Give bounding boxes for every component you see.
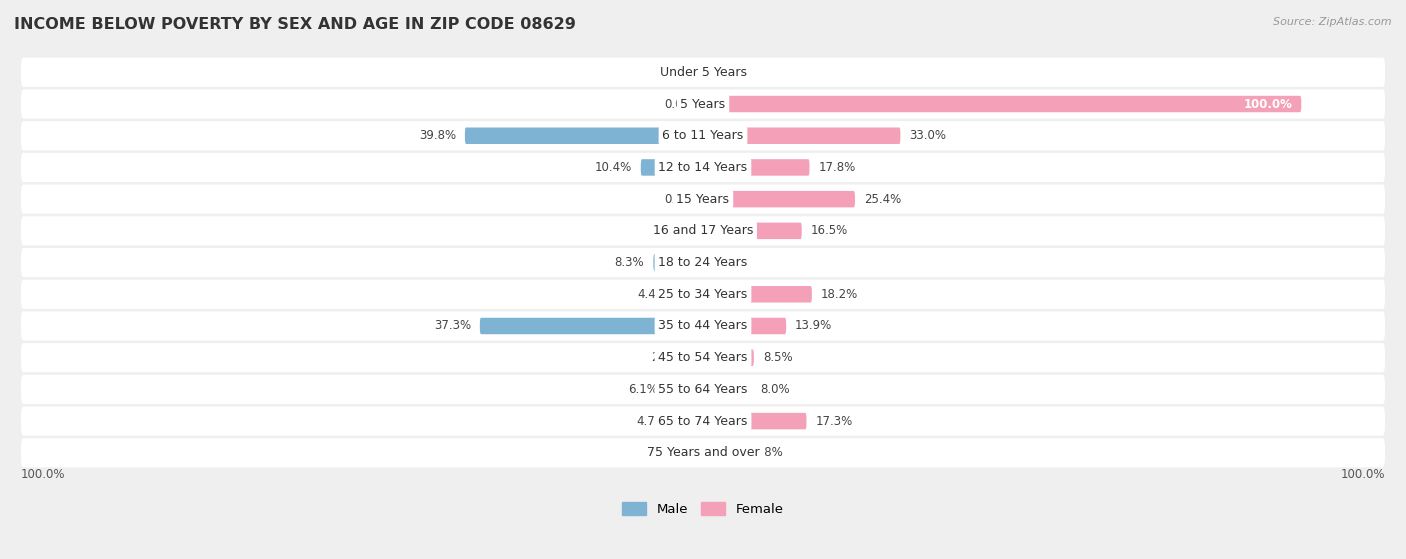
FancyBboxPatch shape bbox=[21, 406, 1385, 435]
Text: 15 Years: 15 Years bbox=[676, 193, 730, 206]
Text: 25 to 34 Years: 25 to 34 Years bbox=[658, 288, 748, 301]
FancyBboxPatch shape bbox=[21, 343, 1385, 372]
FancyBboxPatch shape bbox=[703, 318, 786, 334]
FancyBboxPatch shape bbox=[21, 153, 1385, 182]
FancyBboxPatch shape bbox=[675, 413, 703, 429]
Text: 55 to 64 Years: 55 to 64 Years bbox=[658, 383, 748, 396]
Text: 2.1%: 2.1% bbox=[651, 351, 682, 364]
Text: 8.5%: 8.5% bbox=[763, 351, 793, 364]
Text: 25.4%: 25.4% bbox=[863, 193, 901, 206]
FancyBboxPatch shape bbox=[21, 89, 1385, 119]
Text: 5 Years: 5 Years bbox=[681, 97, 725, 111]
Text: 39.8%: 39.8% bbox=[419, 129, 456, 142]
FancyBboxPatch shape bbox=[21, 280, 1385, 309]
FancyBboxPatch shape bbox=[703, 413, 807, 429]
FancyBboxPatch shape bbox=[21, 184, 1385, 214]
Text: 10.4%: 10.4% bbox=[595, 161, 631, 174]
FancyBboxPatch shape bbox=[21, 216, 1385, 245]
FancyBboxPatch shape bbox=[690, 349, 703, 366]
FancyBboxPatch shape bbox=[21, 311, 1385, 340]
Legend: Male, Female: Male, Female bbox=[617, 496, 789, 522]
Text: 8.0%: 8.0% bbox=[759, 383, 789, 396]
Text: 100.0%: 100.0% bbox=[1243, 97, 1292, 111]
Text: 0.0%: 0.0% bbox=[711, 256, 741, 269]
Text: 0.0%: 0.0% bbox=[665, 446, 695, 459]
FancyBboxPatch shape bbox=[703, 159, 810, 176]
FancyBboxPatch shape bbox=[21, 248, 1385, 277]
FancyBboxPatch shape bbox=[703, 96, 1302, 112]
FancyBboxPatch shape bbox=[703, 222, 801, 239]
FancyBboxPatch shape bbox=[666, 381, 703, 397]
FancyBboxPatch shape bbox=[641, 159, 703, 176]
Text: 45 to 54 Years: 45 to 54 Years bbox=[658, 351, 748, 364]
FancyBboxPatch shape bbox=[21, 58, 1385, 87]
Text: INCOME BELOW POVERTY BY SEX AND AGE IN ZIP CODE 08629: INCOME BELOW POVERTY BY SEX AND AGE IN Z… bbox=[14, 17, 576, 32]
FancyBboxPatch shape bbox=[703, 349, 754, 366]
Text: 75 Years and over: 75 Years and over bbox=[647, 446, 759, 459]
Text: 4.7%: 4.7% bbox=[636, 415, 666, 428]
Text: 35 to 44 Years: 35 to 44 Years bbox=[658, 320, 748, 333]
Text: 16.5%: 16.5% bbox=[811, 224, 848, 238]
Text: Source: ZipAtlas.com: Source: ZipAtlas.com bbox=[1274, 17, 1392, 27]
Text: 6 to 11 Years: 6 to 11 Years bbox=[662, 129, 744, 142]
Text: 8.3%: 8.3% bbox=[614, 256, 644, 269]
Text: 17.8%: 17.8% bbox=[818, 161, 856, 174]
Text: 100.0%: 100.0% bbox=[1340, 468, 1385, 481]
Text: 37.3%: 37.3% bbox=[433, 320, 471, 333]
Text: 33.0%: 33.0% bbox=[910, 129, 946, 142]
Text: 0.0%: 0.0% bbox=[665, 193, 695, 206]
FancyBboxPatch shape bbox=[703, 127, 900, 144]
FancyBboxPatch shape bbox=[703, 381, 751, 397]
Text: Under 5 Years: Under 5 Years bbox=[659, 66, 747, 79]
FancyBboxPatch shape bbox=[676, 286, 703, 302]
Text: 0.0%: 0.0% bbox=[665, 224, 695, 238]
Text: 0.0%: 0.0% bbox=[711, 66, 741, 79]
Text: 0.0%: 0.0% bbox=[665, 66, 695, 79]
FancyBboxPatch shape bbox=[703, 191, 855, 207]
FancyBboxPatch shape bbox=[21, 438, 1385, 467]
Text: 13.9%: 13.9% bbox=[796, 320, 832, 333]
FancyBboxPatch shape bbox=[21, 375, 1385, 404]
FancyBboxPatch shape bbox=[21, 121, 1385, 150]
Text: 6.8%: 6.8% bbox=[752, 446, 782, 459]
FancyBboxPatch shape bbox=[465, 127, 703, 144]
Text: 16 and 17 Years: 16 and 17 Years bbox=[652, 224, 754, 238]
FancyBboxPatch shape bbox=[479, 318, 703, 334]
FancyBboxPatch shape bbox=[703, 444, 744, 461]
Text: 18.2%: 18.2% bbox=[821, 288, 858, 301]
FancyBboxPatch shape bbox=[703, 286, 811, 302]
Text: 6.1%: 6.1% bbox=[627, 383, 658, 396]
Text: 4.4%: 4.4% bbox=[638, 288, 668, 301]
Text: 18 to 24 Years: 18 to 24 Years bbox=[658, 256, 748, 269]
Text: 65 to 74 Years: 65 to 74 Years bbox=[658, 415, 748, 428]
Text: 0.0%: 0.0% bbox=[665, 97, 695, 111]
Text: 17.3%: 17.3% bbox=[815, 415, 852, 428]
FancyBboxPatch shape bbox=[654, 254, 703, 271]
Text: 100.0%: 100.0% bbox=[21, 468, 66, 481]
Text: 12 to 14 Years: 12 to 14 Years bbox=[658, 161, 748, 174]
